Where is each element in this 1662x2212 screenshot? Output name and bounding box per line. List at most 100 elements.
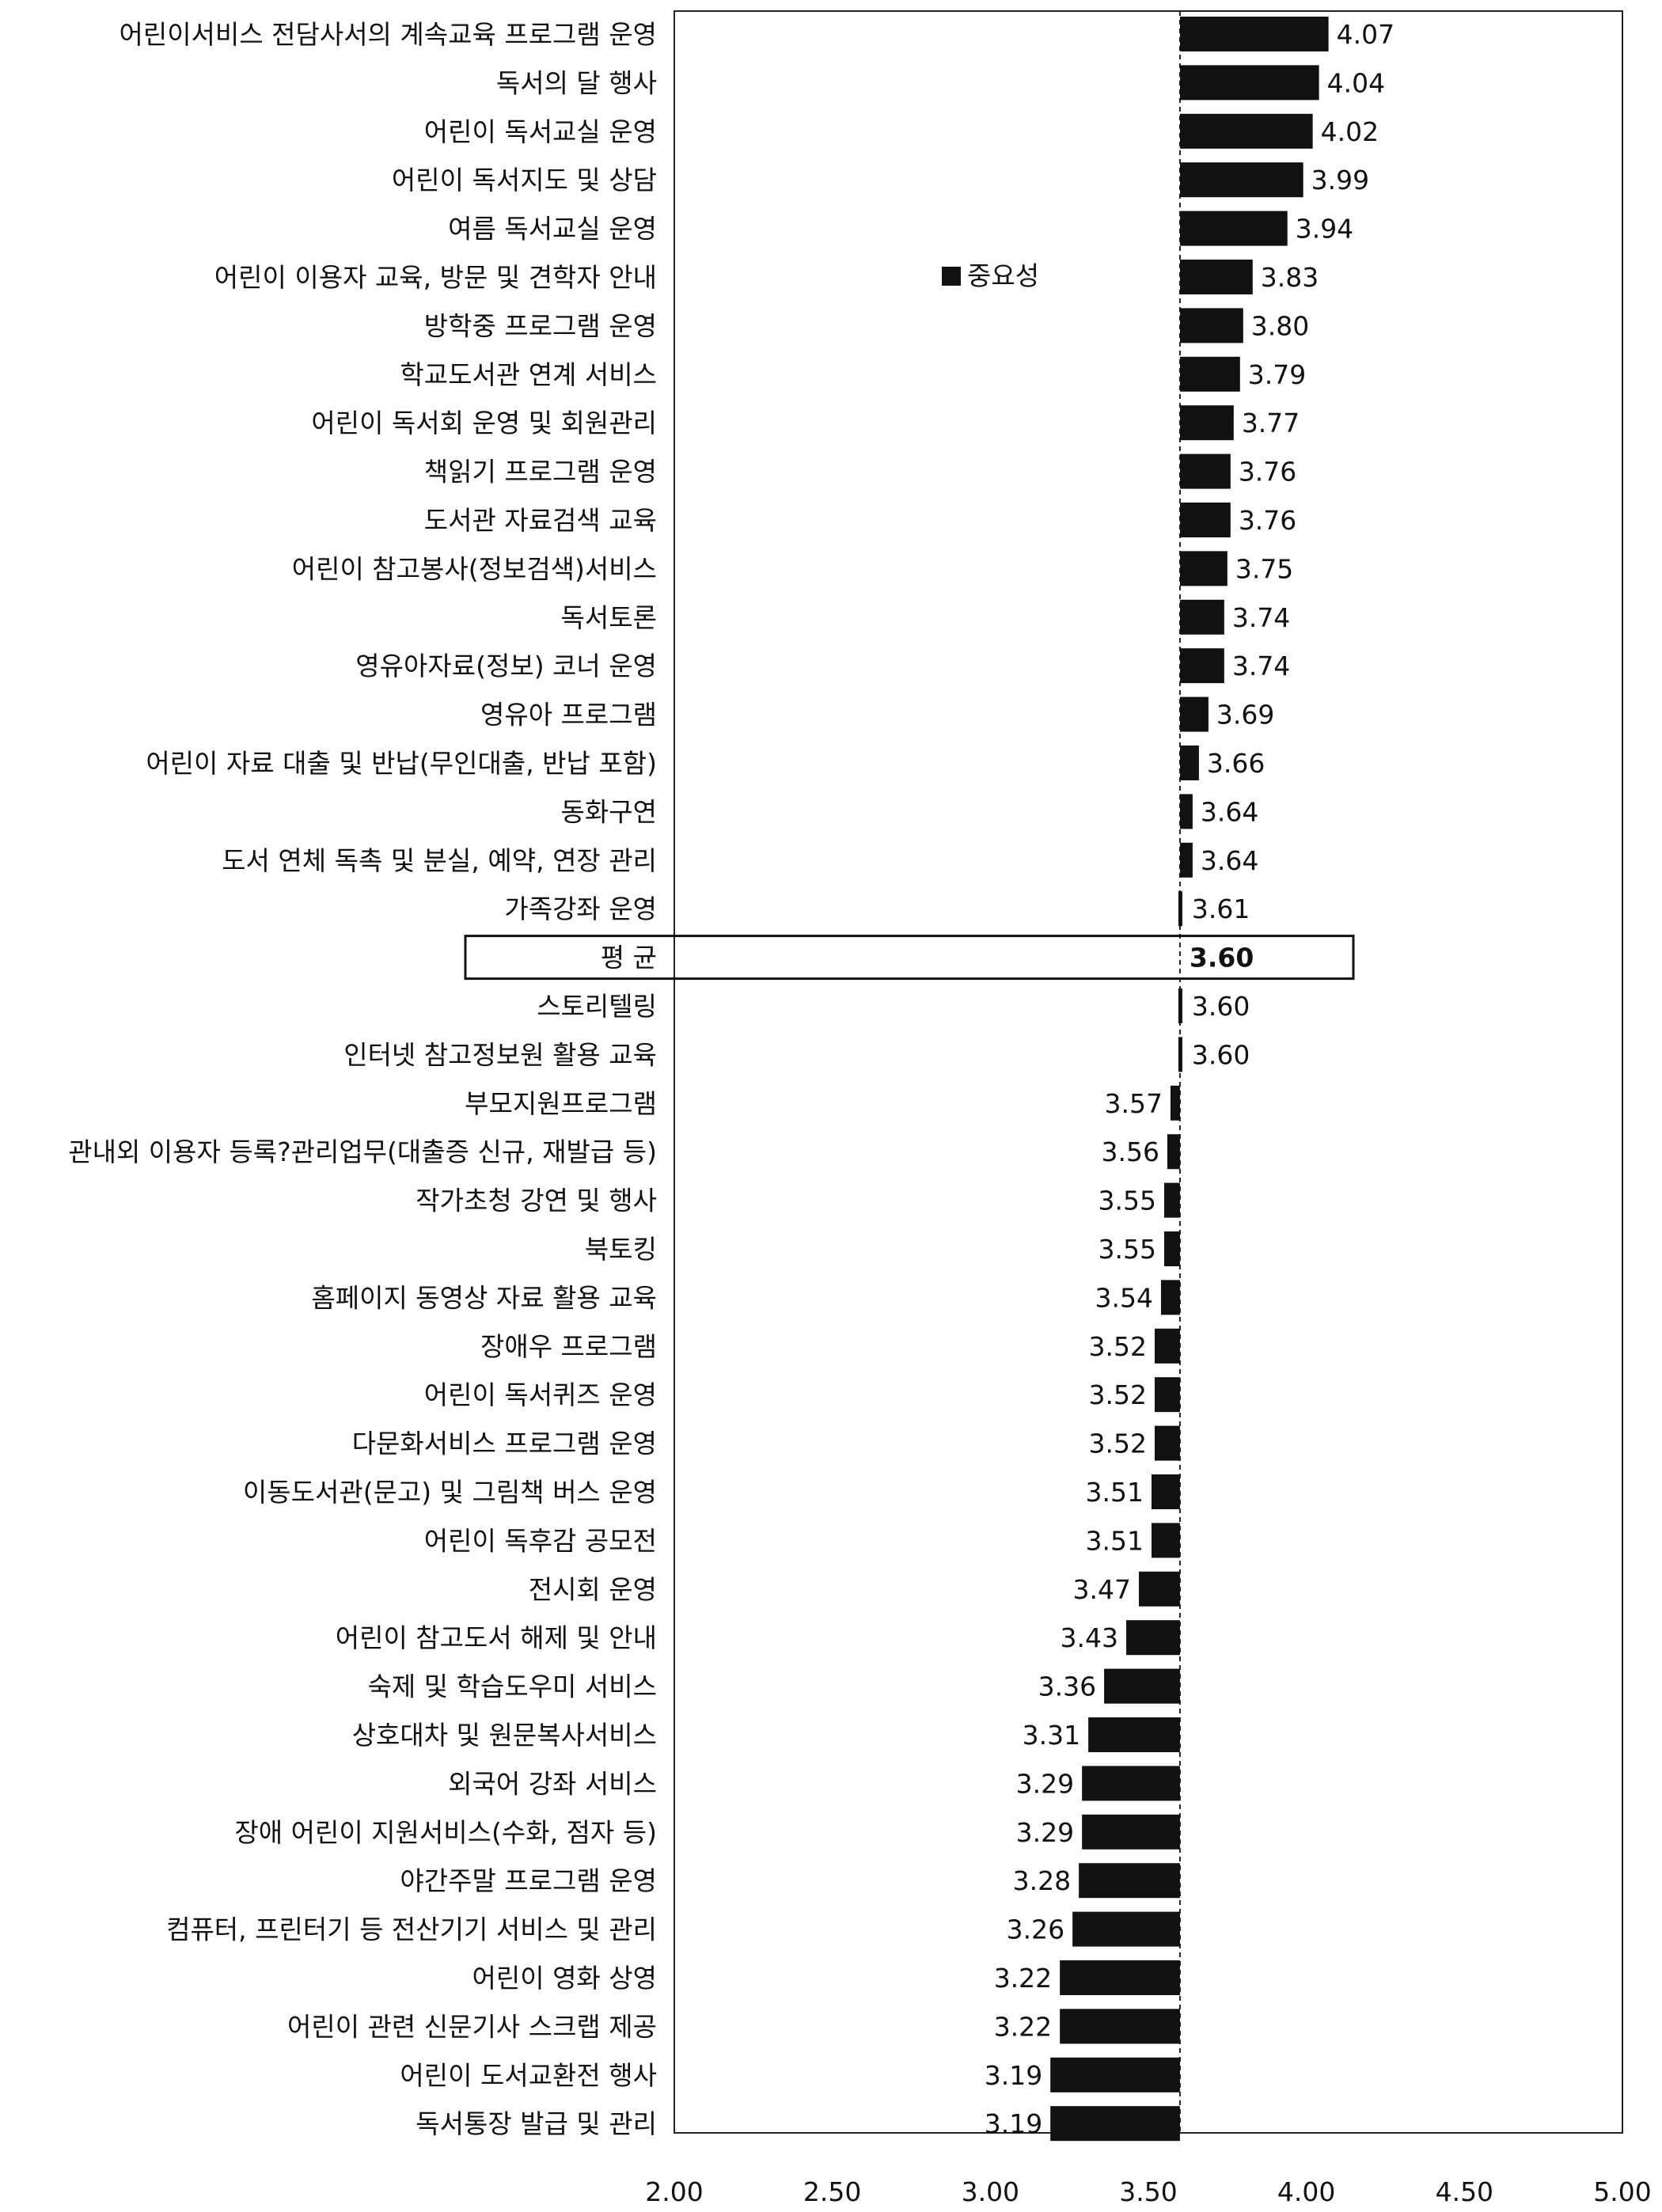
bar bbox=[1151, 1523, 1180, 1558]
category-label: 야간주말 프로그램 운영 bbox=[400, 1865, 657, 1896]
bar bbox=[1170, 1085, 1180, 1121]
value-label: 3.29 bbox=[1016, 1817, 1074, 1848]
average-highlight-box bbox=[464, 935, 1355, 981]
category-label: 어린이 참고도서 해제 및 안내 bbox=[336, 1622, 657, 1653]
bar bbox=[1179, 113, 1313, 149]
bar bbox=[1178, 988, 1182, 1023]
bar bbox=[1179, 260, 1253, 294]
category-label: 숙제 및 학습도우미 서비스 bbox=[368, 1671, 657, 1702]
category-label: 가족강좌 운영 bbox=[504, 894, 657, 924]
value-label: 3.51 bbox=[1086, 1477, 1144, 1508]
value-label: 3.75 bbox=[1235, 553, 1293, 584]
bar bbox=[1082, 1766, 1180, 1801]
value-label: 3.80 bbox=[1251, 310, 1309, 341]
value-label: 3.54 bbox=[1095, 1282, 1152, 1313]
bar bbox=[1154, 1377, 1180, 1413]
category-label: 어린이 도서교환전 행사 bbox=[400, 2060, 657, 2091]
category-label: 어린이 관련 신문기사 스크랩 제공 bbox=[287, 2011, 657, 2042]
value-label: 3.22 bbox=[994, 2011, 1052, 2042]
bar bbox=[1179, 696, 1209, 732]
bar bbox=[1179, 648, 1224, 684]
category-label: 인터넷 참고정보원 활용 교육 bbox=[343, 1039, 657, 1070]
value-label: 3.26 bbox=[1007, 1914, 1064, 1945]
bar bbox=[1151, 1474, 1180, 1509]
bar bbox=[1179, 356, 1240, 392]
value-label: 3.55 bbox=[1098, 1186, 1155, 1216]
category-label: 관내외 이용자 등록?관리업무(대출증 신규, 재발급 등) bbox=[68, 1136, 657, 1167]
category-label: 어린이서비스 전담사서의 계속교육 프로그램 운영 bbox=[119, 19, 657, 50]
value-label: 3.51 bbox=[1086, 1525, 1144, 1556]
category-label: 전시회 운영 bbox=[529, 1574, 657, 1605]
value-label: 4.07 bbox=[1337, 19, 1394, 50]
value-label: 3.29 bbox=[1016, 1768, 1074, 1799]
category-label: 독서통장 발급 및 관리 bbox=[416, 2108, 657, 2139]
bar bbox=[1179, 211, 1288, 246]
bar bbox=[1179, 599, 1224, 635]
value-label: 3.19 bbox=[985, 2108, 1042, 2139]
category-label: 장애우 프로그램 bbox=[480, 1331, 657, 1362]
value-label: 4.02 bbox=[1321, 116, 1379, 147]
category-label: 어린이 독서지도 및 상담 bbox=[392, 165, 657, 195]
category-label: 학교도서관 연계 서비스 bbox=[400, 359, 657, 390]
value-label: 3.79 bbox=[1248, 359, 1306, 390]
bar bbox=[1139, 1571, 1180, 1607]
category-label: 어린이 참고봉사(정보검색)서비스 bbox=[292, 553, 657, 584]
bar bbox=[1179, 17, 1329, 51]
bar bbox=[1179, 503, 1231, 537]
value-label: 3.57 bbox=[1104, 1088, 1162, 1119]
legend: 중요성 bbox=[942, 260, 1039, 291]
average-value-label: 3.60 bbox=[1190, 943, 1254, 973]
x-tick-label: 4.00 bbox=[1277, 2176, 1335, 2207]
category-label: 어린이 독후감 공모전 bbox=[424, 1525, 657, 1556]
value-label: 3.36 bbox=[1038, 1671, 1096, 1702]
category-label: 독서의 달 행사 bbox=[496, 67, 657, 98]
x-axis-ticks: 2.00 2.50 3.00 3.50 4.00 4.50 5.00 bbox=[645, 2176, 1651, 2207]
bars-layer bbox=[1050, 17, 1329, 2142]
value-label: 3.76 bbox=[1239, 457, 1296, 488]
bar bbox=[1163, 1231, 1180, 1266]
x-tick-label: 3.50 bbox=[1119, 2176, 1177, 2207]
bar bbox=[1060, 2009, 1180, 2044]
average-category-label: 평 균 bbox=[601, 943, 657, 973]
category-label: 어린이 자료 대출 및 반납(무인대출, 반납 포함) bbox=[146, 748, 657, 779]
value-label: 3.43 bbox=[1061, 1622, 1118, 1653]
bar bbox=[1126, 1620, 1180, 1656]
bar bbox=[1179, 405, 1234, 441]
bar bbox=[1079, 1863, 1180, 1899]
bar bbox=[1178, 1037, 1182, 1072]
value-label: 3.56 bbox=[1101, 1136, 1159, 1167]
category-label: 북토킹 bbox=[585, 1234, 657, 1265]
bar bbox=[1167, 1134, 1180, 1170]
bar bbox=[1072, 1911, 1180, 1947]
bar bbox=[1160, 1280, 1180, 1315]
category-label: 도서 연체 독촉 및 분실, 예약, 연장 관리 bbox=[222, 845, 657, 876]
value-label: 3.60 bbox=[1192, 1039, 1250, 1070]
value-label: 3.52 bbox=[1089, 1331, 1147, 1362]
category-label: 컴퓨터, 프린터기 등 전산기기 서비스 및 관리 bbox=[166, 1914, 657, 1945]
category-label: 장애 어린이 지원서비스(수화, 점자 등) bbox=[234, 1817, 657, 1848]
bar bbox=[1179, 453, 1231, 489]
value-label: 3.66 bbox=[1207, 748, 1265, 779]
category-label: 동화구연 bbox=[561, 796, 657, 827]
category-label: 부모지원프로그램 bbox=[465, 1088, 657, 1119]
legend-label: 중요성 bbox=[967, 260, 1039, 291]
legend-swatch bbox=[942, 267, 961, 286]
bar bbox=[1179, 842, 1193, 878]
category-label: 여름 독서교실 운영 bbox=[448, 214, 657, 245]
x-tick-label: 4.50 bbox=[1436, 2176, 1493, 2207]
category-label: 독서토론 bbox=[561, 602, 657, 633]
bar bbox=[1179, 746, 1199, 780]
value-label: 3.52 bbox=[1089, 1379, 1147, 1410]
value-label: 3.55 bbox=[1098, 1234, 1155, 1265]
bar bbox=[1179, 551, 1228, 586]
category-label: 어린이 독서회 운영 및 회원관리 bbox=[311, 408, 657, 438]
bar bbox=[1179, 308, 1243, 343]
bar bbox=[1088, 1717, 1180, 1752]
category-label: 영유아자료(정보) 코너 운영 bbox=[355, 651, 657, 681]
value-label: 3.60 bbox=[1192, 991, 1250, 1022]
category-label: 상호대차 및 원문복사서비스 bbox=[352, 1720, 657, 1751]
category-label: 어린이 독서퀴즈 운영 bbox=[424, 1379, 657, 1410]
category-label: 어린이 독서교실 운영 bbox=[424, 116, 657, 147]
